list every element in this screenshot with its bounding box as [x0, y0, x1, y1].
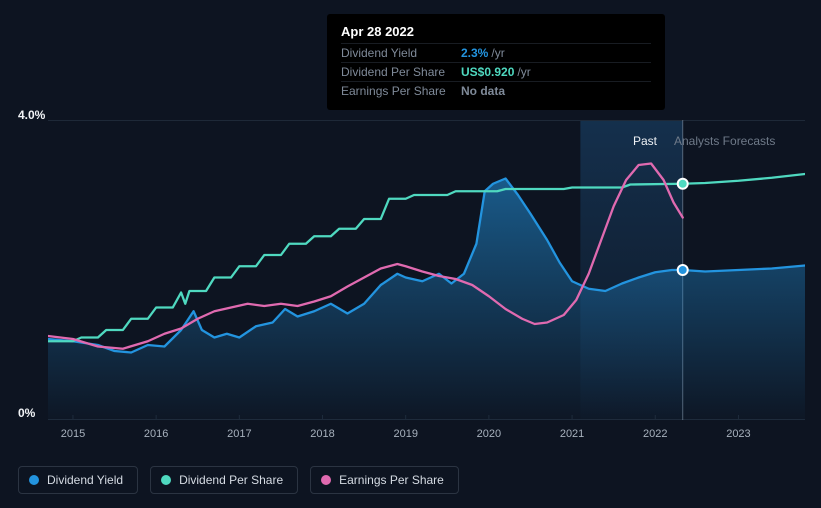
xaxis-label: 2017 — [227, 428, 251, 440]
yaxis-max-label: 4.0% — [18, 108, 45, 122]
tooltip-row: Earnings Per ShareNo data — [341, 81, 651, 100]
tooltip-row-value: 2.3% — [461, 46, 488, 60]
tooltip-row-label: Earnings Per Share — [341, 84, 461, 98]
legend-item[interactable]: Dividend Per Share — [150, 466, 298, 494]
tooltip-row-suffix: /yr — [491, 46, 504, 60]
past-zone-label: Past — [633, 134, 657, 148]
xaxis-label: 2023 — [726, 428, 750, 440]
chart-container: 4.0% 0% 20152016201720182019202020212022… — [18, 100, 805, 425]
legend-dot-icon — [321, 475, 331, 485]
legend-label: Dividend Yield — [47, 473, 123, 487]
legend-item[interactable]: Dividend Yield — [18, 466, 138, 494]
hover-tooltip: Apr 28 2022 Dividend Yield2.3%/yrDividen… — [327, 14, 665, 110]
xaxis-labels: 2015 2016 2017 2018 2019 2020 2021 2022 2023 — [48, 428, 805, 444]
chart-legend: Dividend Yield Dividend Per Share Earnings… — [18, 466, 459, 494]
legend-label: Dividend Per Share — [179, 473, 283, 487]
tooltip-row-label: Dividend Yield — [341, 46, 461, 60]
xaxis-label: 2019 — [393, 428, 417, 440]
tooltip-row-value: US$0.920 — [461, 65, 514, 79]
plot-area[interactable] — [48, 120, 805, 420]
xaxis-label: 2020 — [477, 428, 501, 440]
xaxis-label: 2022 — [643, 428, 667, 440]
tooltip-row-suffix: /yr — [517, 65, 530, 79]
chart-svg — [48, 120, 805, 420]
tooltip-row: Dividend Per ShareUS$0.920/yr — [341, 62, 651, 81]
xaxis-label: 2021 — [560, 428, 584, 440]
forecast-zone-label: Analysts Forecasts — [674, 134, 775, 148]
xaxis-label: 2016 — [144, 428, 168, 440]
yaxis-min-label: 0% — [18, 406, 35, 420]
tooltip-row-label: Dividend Per Share — [341, 65, 461, 79]
tooltip-date: Apr 28 2022 — [341, 24, 651, 39]
xaxis-label: 2015 — [61, 428, 85, 440]
legend-item[interactable]: Earnings Per Share — [310, 466, 459, 494]
tooltip-row: Dividend Yield2.3%/yr — [341, 43, 651, 62]
xaxis-label: 2018 — [310, 428, 334, 440]
tooltip-row-value: No data — [461, 84, 505, 98]
legend-dot-icon — [29, 475, 39, 485]
legend-label: Earnings Per Share — [339, 473, 444, 487]
legend-dot-icon — [161, 475, 171, 485]
